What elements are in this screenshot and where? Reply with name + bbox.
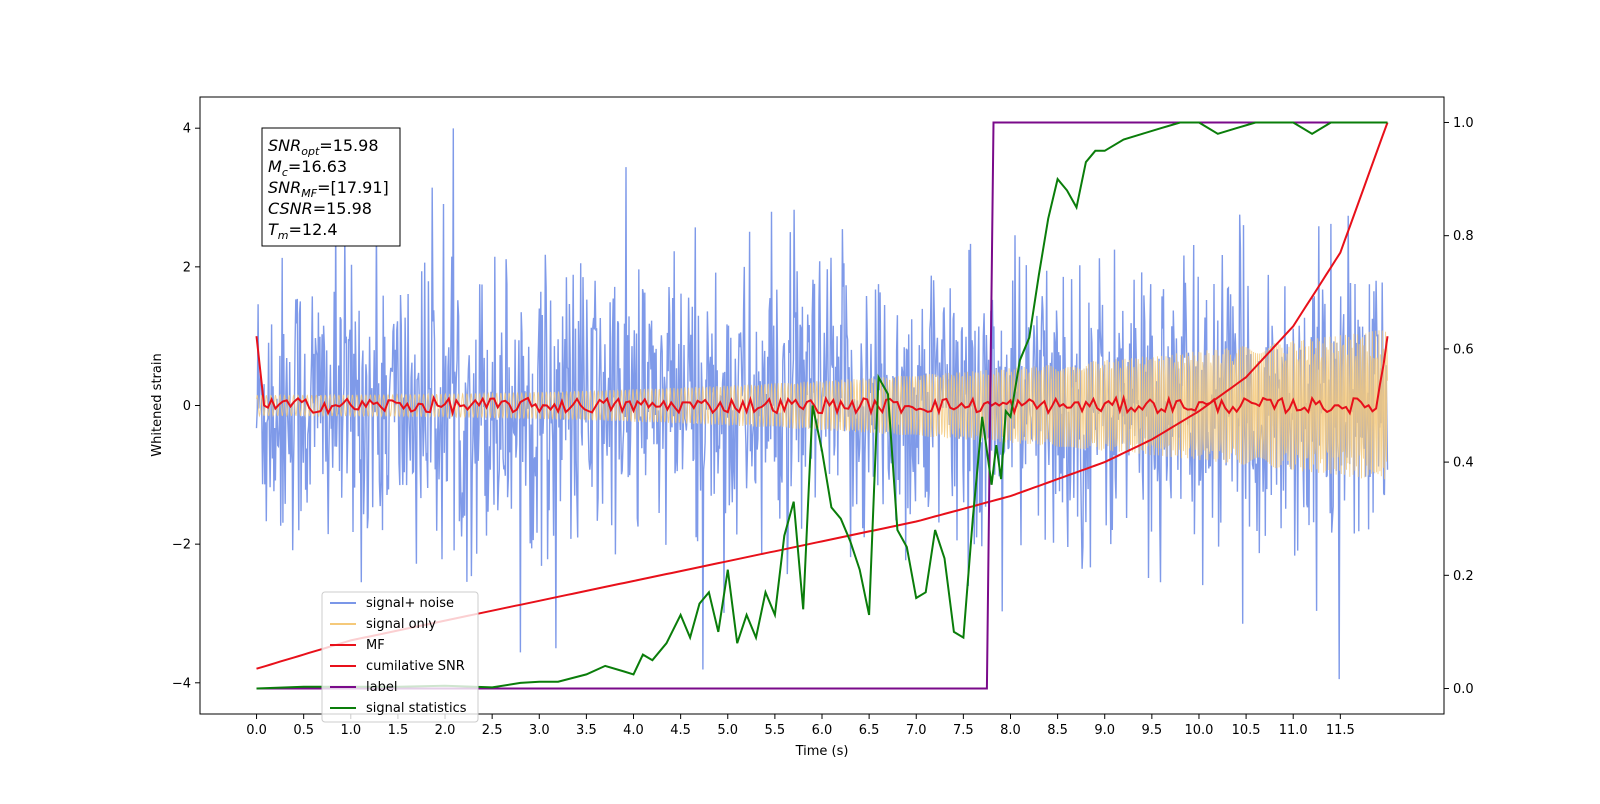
x-tick-label: 4.5	[670, 723, 691, 738]
y2-tick-label: 0.6	[1453, 342, 1474, 357]
x-axis-ticks: 0.0 0.5 1.0 1.5 2.0 2.5 3.0 3.5 4.0 4.5 5.0 5.5 6.0 6…	[246, 714, 1355, 738]
x-tick-label: 2.0	[435, 723, 456, 738]
x-tick-label: 9.5	[1142, 723, 1163, 738]
x-tick-label: 3.0	[529, 723, 550, 738]
x-tick-label: 0.0	[246, 723, 267, 738]
legend-label: signal only	[366, 617, 436, 632]
x-tick-label: 7.0	[906, 723, 927, 738]
x-tick-label: 11.0	[1279, 723, 1308, 738]
y-tick-label: 4	[183, 122, 191, 137]
x-axis-label: Time (s)	[795, 744, 849, 759]
y2-tick-label: 0.8	[1453, 229, 1474, 244]
y2-tick-label: 0.2	[1453, 569, 1474, 584]
annotation-line: CSNR=15.98	[268, 199, 372, 218]
x-tick-label: 6.5	[859, 723, 880, 738]
x-tick-label: 8.5	[1047, 723, 1068, 738]
x-tick-label: 3.5	[576, 723, 597, 738]
x-tick-label: 4.0	[623, 723, 644, 738]
x-tick-label: 5.5	[765, 723, 786, 738]
y-axis-ticks: −4 −2 0 2 4	[172, 122, 200, 691]
x-tick-label: 7.5	[953, 723, 974, 738]
x-tick-label: 9.0	[1094, 723, 1115, 738]
x-tick-label: 5.0	[717, 723, 738, 738]
legend-label: cumilative SNR	[366, 659, 465, 674]
legend: signal+ noise signal only MF cumilative SNR…	[321, 591, 479, 723]
x-tick-label: 2.5	[482, 723, 503, 738]
x-tick-label: 1.0	[340, 723, 361, 738]
y2-axis-ticks: 0.0 0.2 0.4 0.6 0.8 1.0	[1444, 116, 1474, 697]
y-tick-label: 0	[183, 399, 191, 414]
x-tick-label: 11.5	[1326, 723, 1355, 738]
y-tick-label: −2	[172, 538, 191, 553]
annotation-line: Tm=12.4	[268, 220, 338, 242]
series-signal-statistics	[256, 121, 1388, 690]
series-mf	[255, 336, 1389, 417]
y-axis-label: Whitened strain	[150, 353, 165, 456]
annotation-frame	[261, 127, 401, 247]
x-tick-label: 10.5	[1232, 723, 1261, 738]
annotation-line: SNRopt=15.98	[268, 136, 379, 158]
x-tick-label: 8.0	[1000, 723, 1021, 738]
annotation-box: SNRopt=15.98Mc=16.63SNRMF=[17.91]CSNR=15…	[261, 127, 401, 247]
y2-tick-label: 0.0	[1453, 682, 1474, 697]
annotation-line: Mc=16.63	[268, 157, 347, 179]
legend-label: label	[366, 680, 397, 695]
legend-label: signal statistics	[366, 701, 467, 716]
annotation-line: SNRMF=[17.91]	[268, 178, 389, 200]
legend-label: signal+ noise	[366, 596, 454, 611]
series-signal-only	[256, 330, 1388, 480]
x-tick-label: 10.0	[1184, 723, 1213, 738]
y-tick-label: 2	[183, 260, 191, 275]
legend-label: MF	[366, 638, 385, 653]
y-tick-label: −4	[172, 676, 191, 691]
series-signal-noise	[255, 128, 1389, 680]
x-tick-label: 0.5	[293, 723, 314, 738]
y2-tick-label: 0.4	[1453, 456, 1474, 471]
y2-tick-label: 1.0	[1453, 116, 1474, 131]
legend-frame	[321, 591, 479, 723]
x-tick-label: 6.0	[812, 723, 833, 738]
x-tick-label: 1.5	[388, 723, 409, 738]
